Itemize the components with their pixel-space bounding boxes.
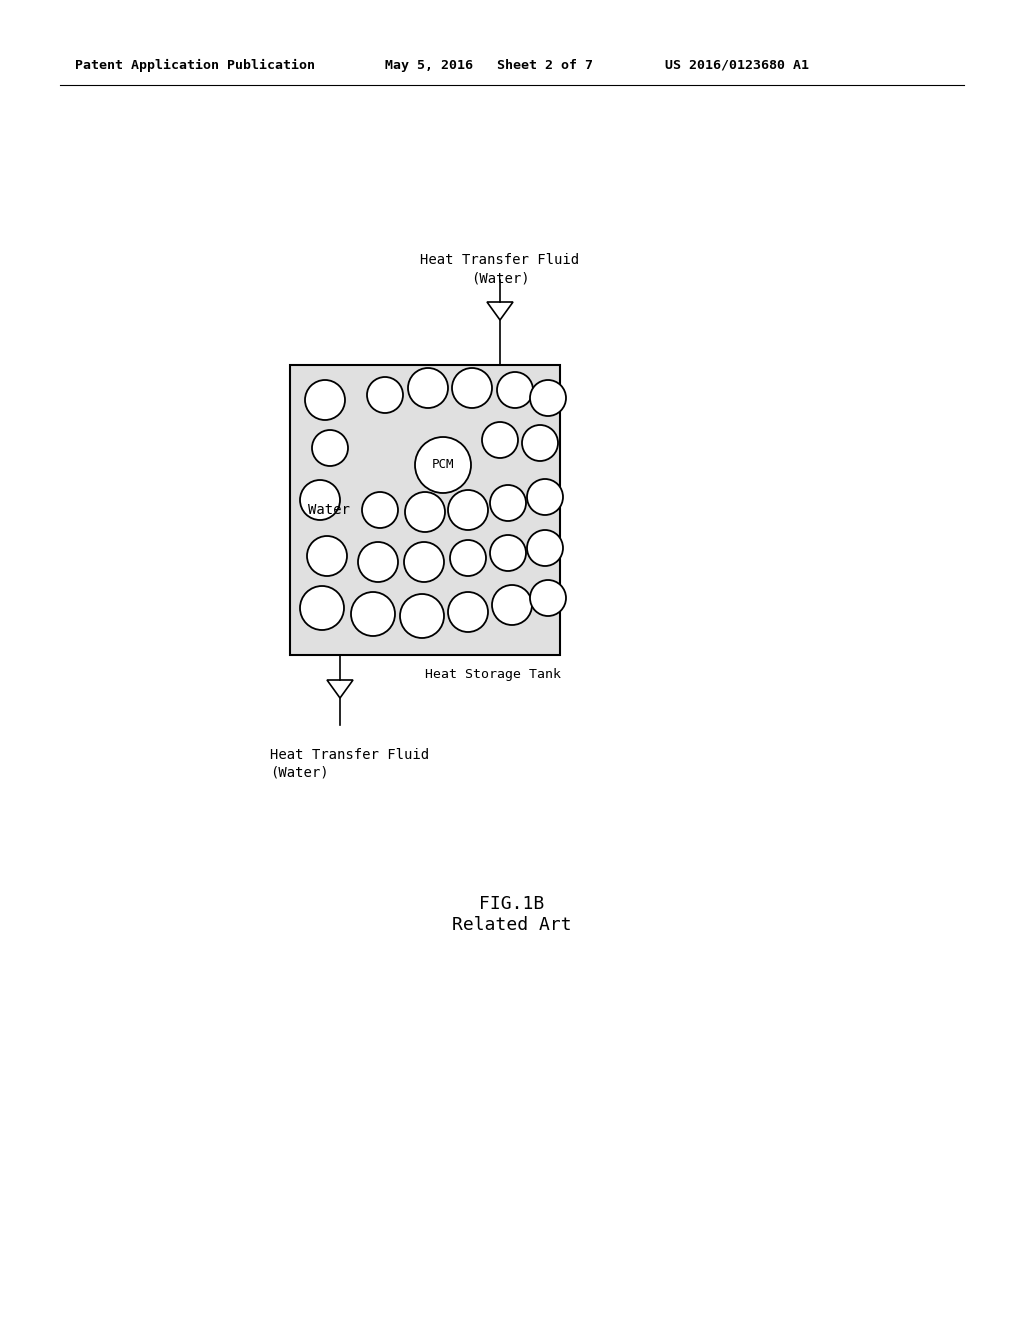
Circle shape: [367, 378, 403, 413]
Circle shape: [497, 372, 534, 408]
Text: May 5, 2016   Sheet 2 of 7: May 5, 2016 Sheet 2 of 7: [385, 58, 593, 71]
Circle shape: [300, 480, 340, 520]
Circle shape: [452, 368, 492, 408]
Circle shape: [404, 543, 444, 582]
Circle shape: [400, 594, 444, 638]
Circle shape: [522, 425, 558, 461]
Bar: [290, 366, 560, 655]
Text: Heat Transfer Fluid: Heat Transfer Fluid: [270, 748, 429, 762]
Circle shape: [305, 380, 345, 420]
Text: (Water): (Water): [471, 271, 529, 285]
Text: FIG.1B: FIG.1B: [479, 895, 545, 913]
Circle shape: [307, 536, 347, 576]
Text: Water: Water: [308, 503, 350, 517]
Circle shape: [358, 543, 398, 582]
Circle shape: [490, 535, 526, 572]
Text: Heat Transfer Fluid: Heat Transfer Fluid: [421, 253, 580, 267]
Circle shape: [415, 437, 471, 492]
Circle shape: [530, 380, 566, 416]
Circle shape: [490, 484, 526, 521]
Text: Heat Storage Tank: Heat Storage Tank: [425, 668, 561, 681]
Circle shape: [450, 540, 486, 576]
Circle shape: [406, 492, 445, 532]
Circle shape: [312, 430, 348, 466]
Circle shape: [449, 490, 488, 531]
Circle shape: [351, 591, 395, 636]
Text: Related Art: Related Art: [453, 916, 571, 935]
Circle shape: [449, 591, 488, 632]
Circle shape: [408, 368, 449, 408]
Circle shape: [362, 492, 398, 528]
Text: Patent Application Publication: Patent Application Publication: [75, 58, 315, 71]
Circle shape: [482, 422, 518, 458]
Circle shape: [530, 579, 566, 616]
Text: PCM: PCM: [432, 458, 455, 471]
Circle shape: [527, 531, 563, 566]
Circle shape: [527, 479, 563, 515]
Circle shape: [492, 585, 532, 624]
Circle shape: [300, 586, 344, 630]
Text: US 2016/0123680 A1: US 2016/0123680 A1: [665, 58, 809, 71]
Text: (Water): (Water): [270, 766, 329, 780]
